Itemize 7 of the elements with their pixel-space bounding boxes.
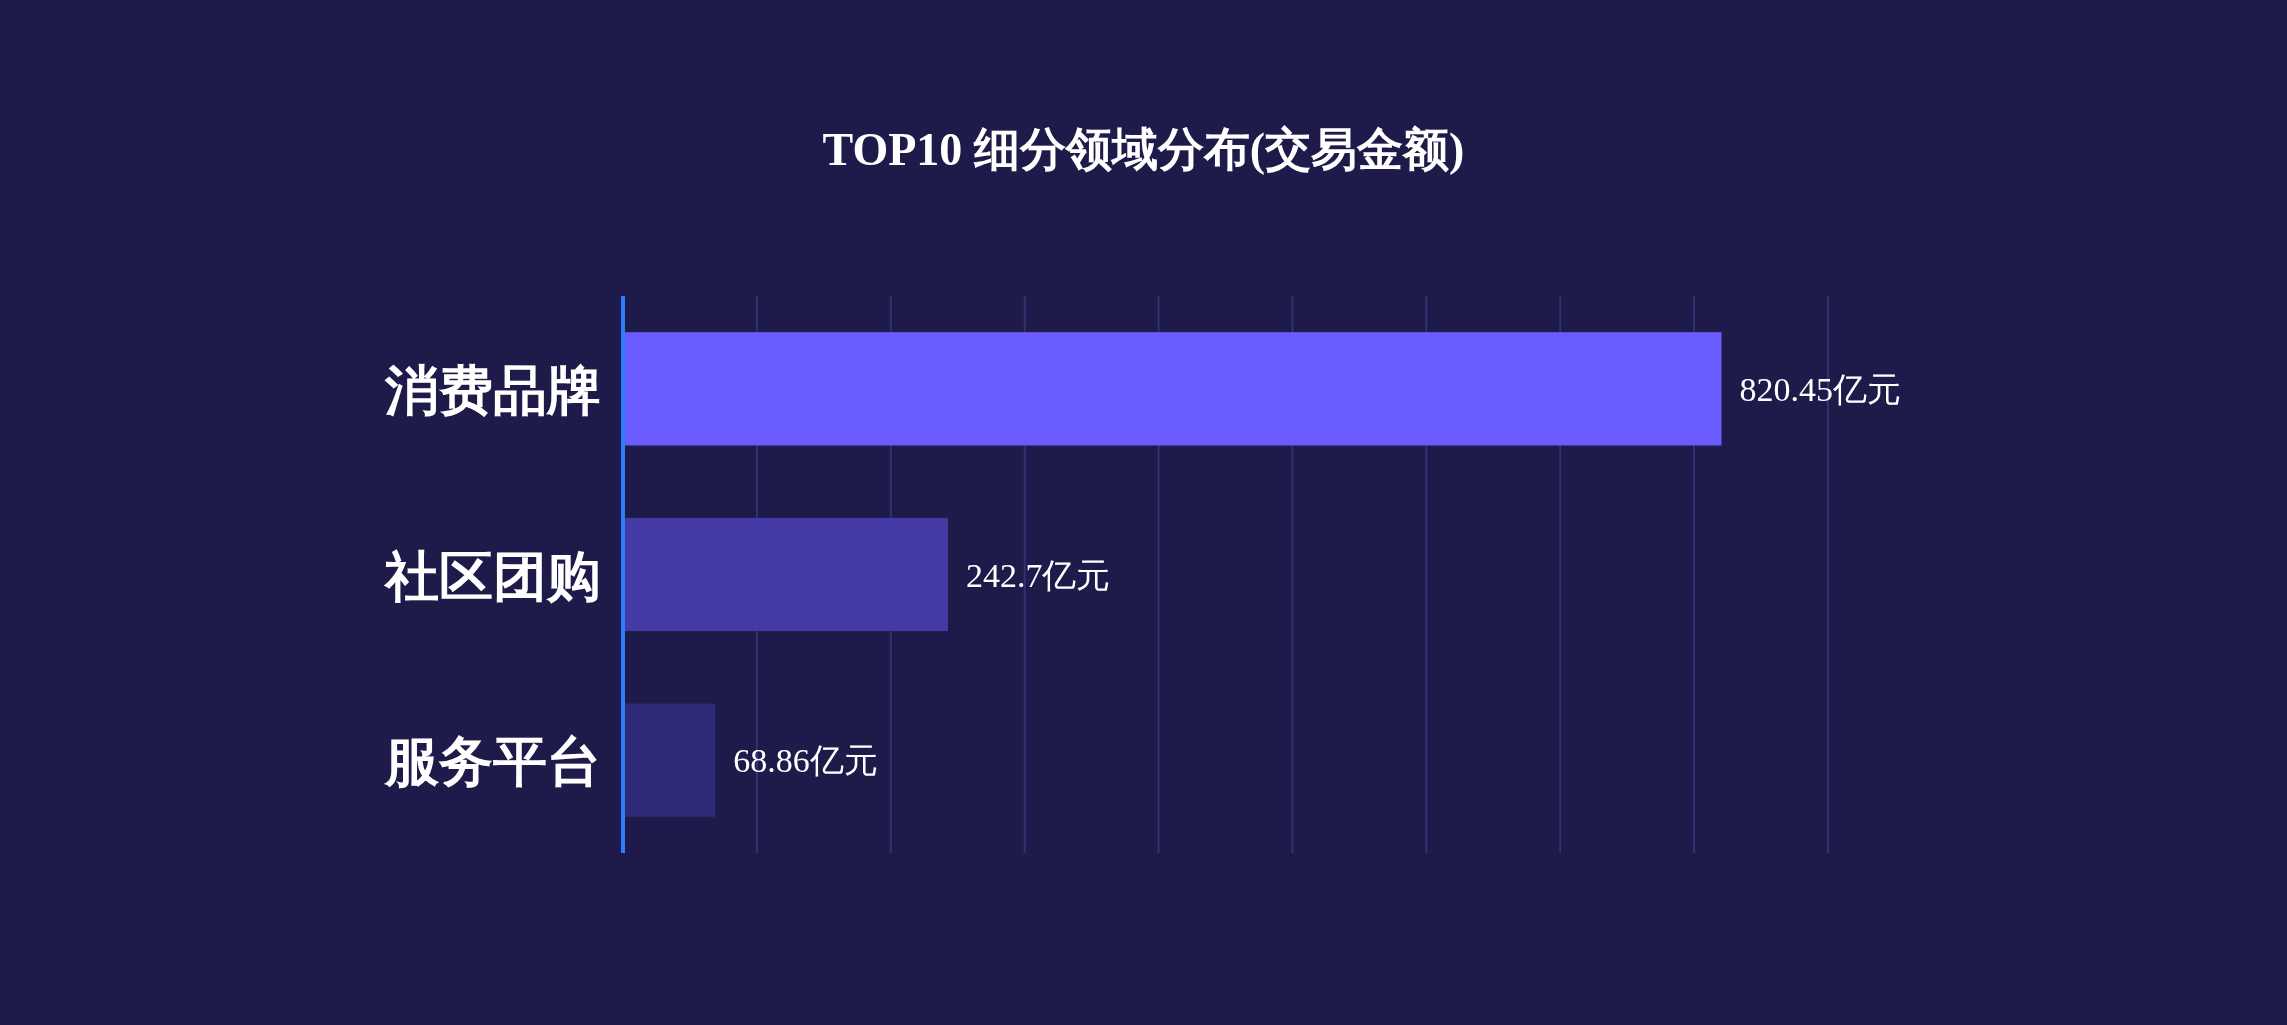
chart-title: TOP10 细分领域分布(交易金额) <box>822 124 1465 175</box>
data-label: 820.45亿元 <box>1739 370 1901 408</box>
y-tick-label: 社区团购 <box>383 546 601 607</box>
data-label: 242.7亿元 <box>965 556 1111 594</box>
data-label: 68.86亿元 <box>733 742 878 780</box>
y-tick-label: 消费品牌 <box>384 360 601 421</box>
y-tick-label: 服务平台 <box>383 732 601 793</box>
